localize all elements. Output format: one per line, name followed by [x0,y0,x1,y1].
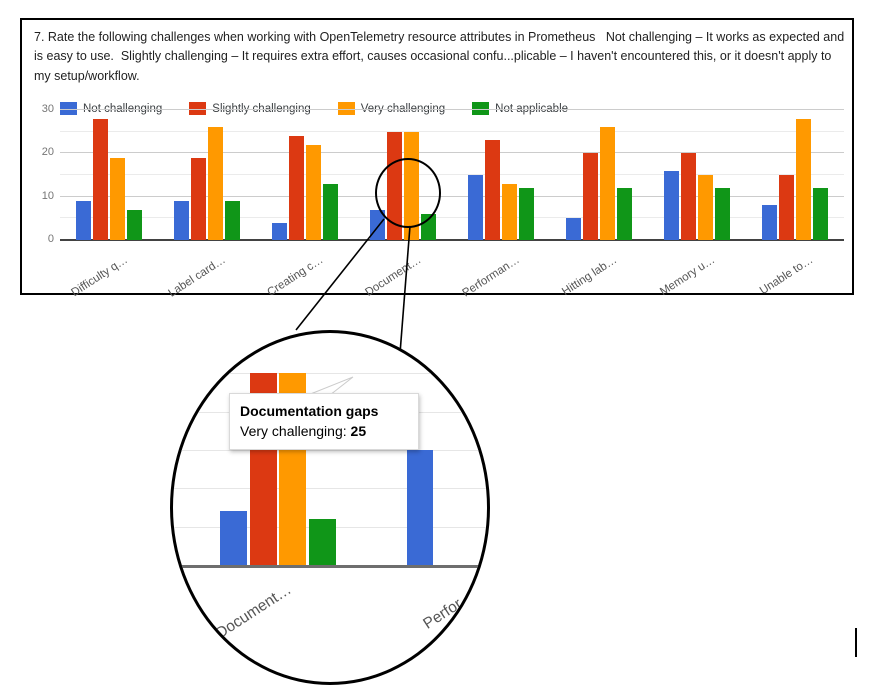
bar-group: Unable to… [746,110,844,297]
legend-label: Not challenging [83,102,163,115]
bar [796,118,811,240]
magnified-gridline [173,449,487,451]
bar-group: Memory u… [648,110,746,298]
bar-group: Performan… [452,110,550,300]
gridline [60,109,844,110]
bar-group-bars [746,110,844,240]
legend-swatch [189,102,207,115]
bar-group-bars [550,110,648,240]
tooltip-title: Documentation gaps [240,403,379,419]
gridline [60,130,844,132]
y-tick-label: 0 [47,233,54,245]
legend-swatch [337,102,355,115]
x-axis-label: Memory u… [658,254,718,299]
bar [502,183,517,240]
bar [76,201,91,240]
magnified-bar [407,449,433,565]
bar [681,153,696,240]
tooltip-series-label: Very challenging: [240,423,351,440]
magnified-gridline [173,373,487,375]
bar [174,201,189,240]
bar [583,153,598,240]
legend-label: Slightly challenging [212,102,311,115]
bar [600,127,615,240]
legend-item: Very challenging [337,102,446,115]
bar [485,140,500,240]
tooltip-value: 25 [350,423,367,440]
bar [664,170,679,240]
chart-tooltip: Documentation gaps Very challenging: 25 [229,393,419,450]
legend-item: Slightly challenging [189,102,311,115]
magnified-bar [220,511,247,565]
question-title: 7. Rate the following challenges when wo… [34,30,848,83]
bar [323,183,338,240]
bar [715,188,730,240]
legend-item: Not applicable [472,102,568,115]
bar-group: Label card… [158,110,256,300]
gridline [60,217,844,219]
bar [566,218,581,240]
bar [617,188,632,240]
bar [468,175,483,240]
y-tick-label: 30 [41,103,54,115]
x-axis-label: Label card… [166,254,228,300]
bar-group-bars [648,110,746,240]
y-tick-label: 10 [41,189,54,202]
bar [208,127,223,240]
magnified-x-axis-line [173,565,487,568]
bar [110,157,125,240]
bar [191,157,206,240]
bar-group-bars [158,110,256,240]
magnifier-source-circle [375,158,441,228]
bar-group: Creating c… [256,110,354,299]
magnified-gridline [173,488,487,490]
bar [779,175,794,240]
tooltip-pointer [307,376,354,396]
magnifier-ellipse: Document… Perfor… Documentation gaps Very… [170,330,490,685]
bar-group-bars [256,110,354,240]
bar [93,118,108,240]
gridline [60,195,844,197]
bar [289,136,304,240]
plot-area: Difficulty q… Label card… Creating c… Docum… [60,109,844,300]
x-axis-label: Unable to… [758,254,816,298]
bar [519,188,534,240]
text-cursor [855,628,857,657]
bar [306,144,321,240]
legend-item: Not challenging [60,102,162,115]
bar-group: Hitting lab… [550,110,648,298]
x-axis-label: Difficulty q… [69,254,130,300]
bar-group-bars [452,110,550,240]
chart-legend: Not challenging Slightly challenging Very … [60,102,568,115]
bar-group: Difficulty q… [60,110,158,299]
x-axis-label: Creating c… [265,254,326,299]
y-tick-label: 20 [41,146,54,159]
bar [127,209,142,240]
legend-label: Very challenging [360,102,446,115]
legend-swatch [472,102,490,115]
tooltip-value-line: Very challenging: 25 [240,421,408,441]
bar [698,175,713,240]
gridline [60,174,844,175]
bar [272,222,287,240]
x-axis-label: Hitting lab… [560,254,620,299]
gridline [60,152,844,154]
bar [225,201,240,240]
bar [762,205,777,240]
legend-swatch [60,102,77,115]
legend-label: Not applicable [495,102,569,115]
x-axis-line [60,239,844,241]
embedded-chart-image[interactable]: 7. Rate the following challenges when wo… [20,18,854,300]
x-axis-label: Performan… [460,254,522,300]
magnified-bar [308,518,336,565]
bar [813,188,828,240]
bar-group-bars [60,110,158,240]
x-axis-label: Document… [363,254,424,299]
